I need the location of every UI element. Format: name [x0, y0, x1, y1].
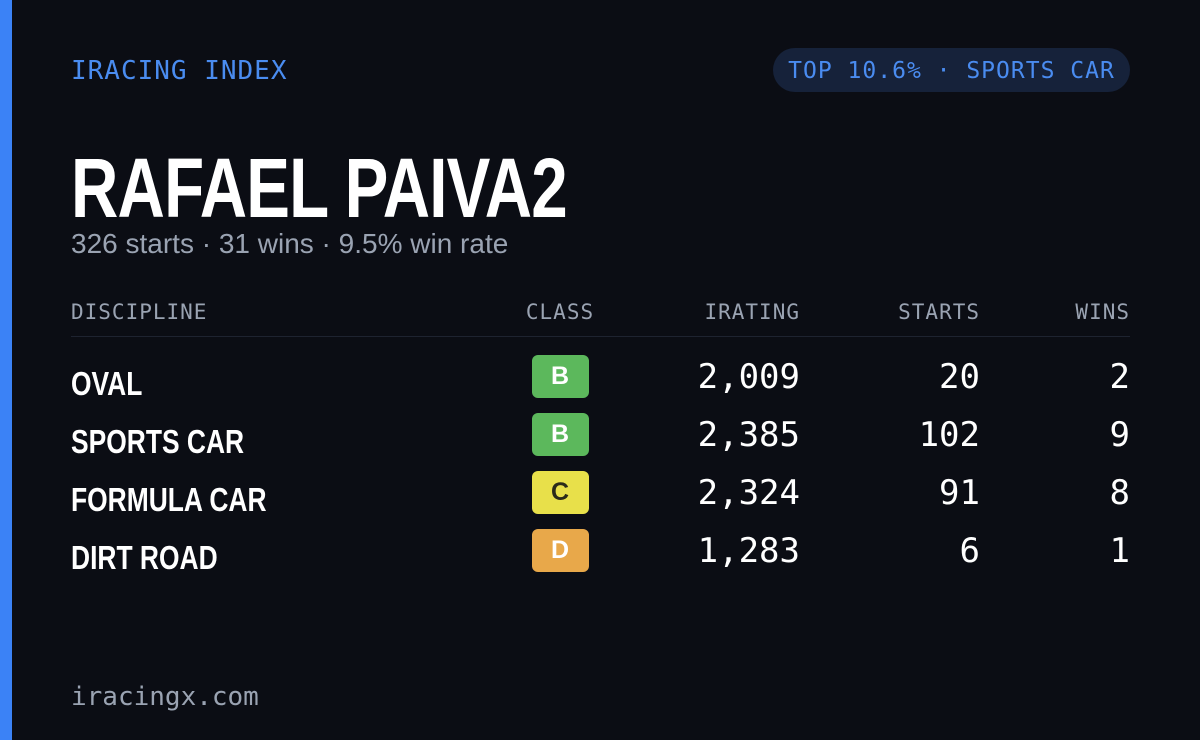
class-badge: C	[531, 471, 589, 514]
column-header: IRATING	[704, 300, 800, 324]
stat-value: 9	[1109, 415, 1130, 455]
class-badge: D	[531, 529, 589, 572]
stat-value: 2,324	[697, 473, 800, 513]
stat-value: 2,009	[697, 357, 800, 397]
column-header: DISCIPLINE	[71, 300, 208, 324]
stat-value: 102	[918, 415, 980, 455]
column-header: CLASS	[525, 300, 595, 324]
stat-value: 8	[1109, 473, 1130, 513]
stat-value: 2,385	[697, 415, 800, 455]
stat-value: 2	[1109, 357, 1130, 397]
divider	[71, 336, 1130, 337]
rank-badge: TOP 10.6% · SPORTS CAR	[773, 48, 1130, 92]
discipline: OVAL	[71, 365, 143, 402]
summary: 326 starts · 31 wins · 9.5% win rate	[71, 228, 509, 259]
stat-value: 91	[939, 473, 980, 513]
stat-value: 20	[939, 357, 980, 397]
stat-value: 6	[959, 531, 980, 571]
header-label: IRACING INDEX	[71, 56, 288, 86]
driver-name: RAFAEL PAIVA2	[71, 141, 568, 235]
discipline: SPORTS CAR	[71, 423, 245, 460]
discipline: FORMULA CAR	[71, 481, 267, 518]
column-header: STARTS	[898, 300, 980, 324]
class-badge: B	[531, 413, 589, 456]
discipline: DIRT ROAD	[71, 539, 218, 576]
footer: iracingx.com	[71, 682, 259, 712]
class-badge: B	[531, 355, 589, 398]
accent-stripe	[0, 0, 12, 740]
column-header: WINS	[1075, 300, 1130, 324]
stat-value: 1	[1109, 531, 1130, 571]
stat-value: 1,283	[697, 531, 800, 571]
